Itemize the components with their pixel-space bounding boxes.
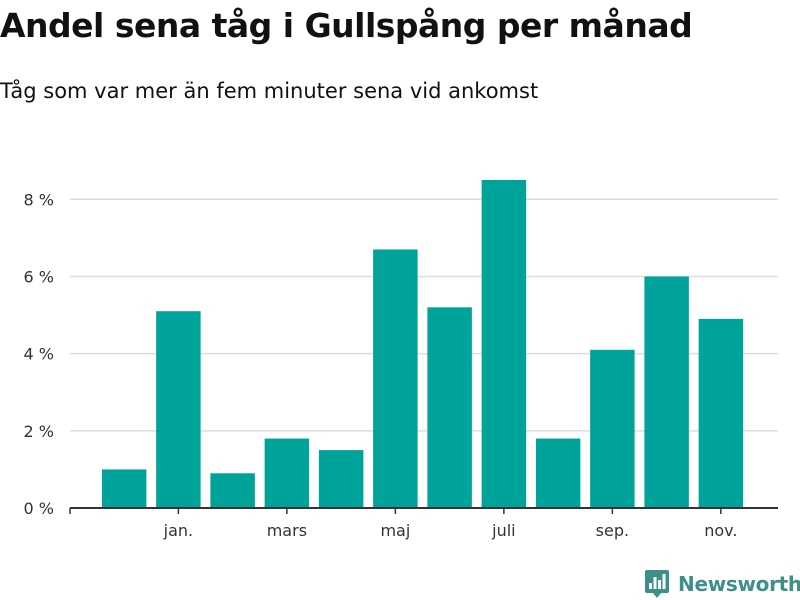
bar-3 xyxy=(210,473,255,508)
bar-10 xyxy=(590,349,635,508)
x-tick-label: mars xyxy=(267,521,307,540)
y-tick-label: 2 % xyxy=(24,422,54,441)
bar-9 xyxy=(535,438,581,508)
bar-11 xyxy=(644,276,689,508)
bar-12 xyxy=(698,318,744,508)
y-tick-label: 8 % xyxy=(24,190,54,209)
x-tick-label: jan. xyxy=(163,521,193,540)
y-tick-label: 4 % xyxy=(24,345,54,364)
y-tick-label: 0 % xyxy=(24,499,54,518)
bar-6 xyxy=(373,249,418,509)
chart-title: Andel sena tåg i Gullspång per månad xyxy=(0,6,693,45)
y-tick-label: 6 % xyxy=(24,267,54,286)
bar-5 xyxy=(318,450,364,508)
bar-7 xyxy=(427,307,472,508)
x-tick-label: maj xyxy=(380,521,410,540)
x-tick-label: juli xyxy=(491,521,515,540)
bar-1 xyxy=(101,469,147,508)
newsworthy-logo: Newsworthy xyxy=(644,568,800,600)
x-tick-label: nov. xyxy=(704,521,737,540)
bar-8 xyxy=(481,180,527,508)
bar-4 xyxy=(264,438,310,508)
x-axis: jan. mars maj juli sep. nov. xyxy=(69,507,778,540)
y-axis-ticks: 0 % 2 % 4 % 6 % 8 % xyxy=(24,190,54,518)
x-tick-label: sep. xyxy=(596,521,629,540)
chart-subtitle: Tåg som var mer än fem minuter sena vid … xyxy=(0,79,539,103)
bars xyxy=(101,180,744,509)
bar-chart-logo-icon xyxy=(645,570,669,598)
logo-text: Newsworthy xyxy=(678,572,800,596)
bar-2 xyxy=(156,311,201,508)
